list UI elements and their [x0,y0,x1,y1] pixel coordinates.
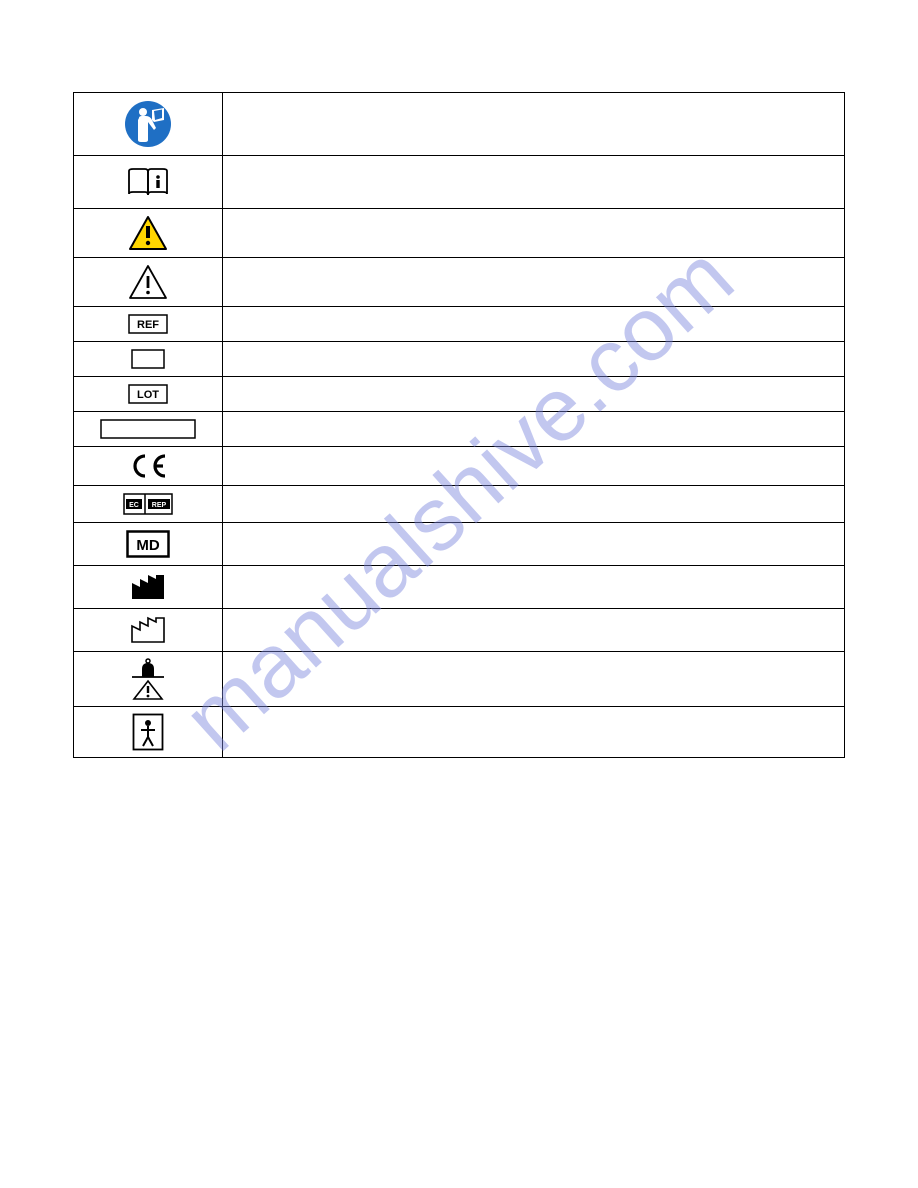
svg-text:REF: REF [137,319,159,331]
description-cell [222,412,844,447]
symbol-cell [74,412,223,447]
description-cell [222,566,844,609]
symbol-cell [74,209,223,258]
description-cell [222,447,844,486]
description-cell [222,307,844,342]
symbol-cell [74,93,223,156]
date-of-manufacture-factory-outline-icon [74,609,222,651]
description-cell [222,93,844,156]
consult-ifu-booklet-icon [74,156,222,208]
symbol-cell [74,652,223,707]
table-row [74,209,845,258]
ec-rep-box-icon: EC REP [74,486,222,522]
symbol-cell [74,258,223,307]
symbol-cell: EC REP [74,486,223,523]
svg-text:EC: EC [129,502,139,509]
table-row [74,93,845,156]
symbol-cell [74,707,223,758]
caution-triangle-outline-icon [74,258,222,306]
table-row [74,342,845,377]
safe-working-load-icon [74,652,222,706]
table-row: MD [74,523,845,566]
description-cell [222,258,844,307]
md-box-icon: MD [74,523,222,565]
table-row [74,566,845,609]
type-b-applied-part-icon [74,707,222,757]
empty-rect-icon [74,342,222,376]
table-row: EC REP [74,486,845,523]
description-cell [222,707,844,758]
ref-box-icon: REF [74,307,222,341]
svg-text:LOT: LOT [137,389,159,401]
symbol-cell [74,609,223,652]
description-cell [222,209,844,258]
description-cell [222,609,844,652]
table-row [74,447,845,486]
symbol-definition-table: REF LOT EC REP MD [73,92,845,758]
svg-text:REP: REP [152,502,167,509]
table-row [74,707,845,758]
ce-mark-icon [74,447,222,485]
symbol-cell: REF [74,307,223,342]
table-row: REF [74,307,845,342]
table-row [74,609,845,652]
table-row: LOT [74,377,845,412]
description-cell [222,486,844,523]
page: manualshive.com REFLOTECREPMD [0,0,918,1188]
description-cell [222,377,844,412]
warning-triangle-yellow-icon [74,209,222,257]
symbol-cell [74,156,223,209]
table-row [74,652,845,707]
description-cell [222,652,844,707]
svg-text:MD: MD [136,537,159,554]
empty-rect-wide-icon [74,412,222,446]
lot-box-icon: LOT [74,377,222,411]
table-row [74,258,845,307]
read-manual-mandatory-icon [74,93,222,155]
symbol-cell [74,566,223,609]
symbol-cell: LOT [74,377,223,412]
description-cell [222,342,844,377]
table-row [74,156,845,209]
symbol-cell [74,447,223,486]
description-cell [222,156,844,209]
symbol-cell [74,342,223,377]
description-cell [222,523,844,566]
table-row [74,412,845,447]
symbol-cell: MD [74,523,223,566]
manufacturer-factory-solid-icon [74,566,222,608]
